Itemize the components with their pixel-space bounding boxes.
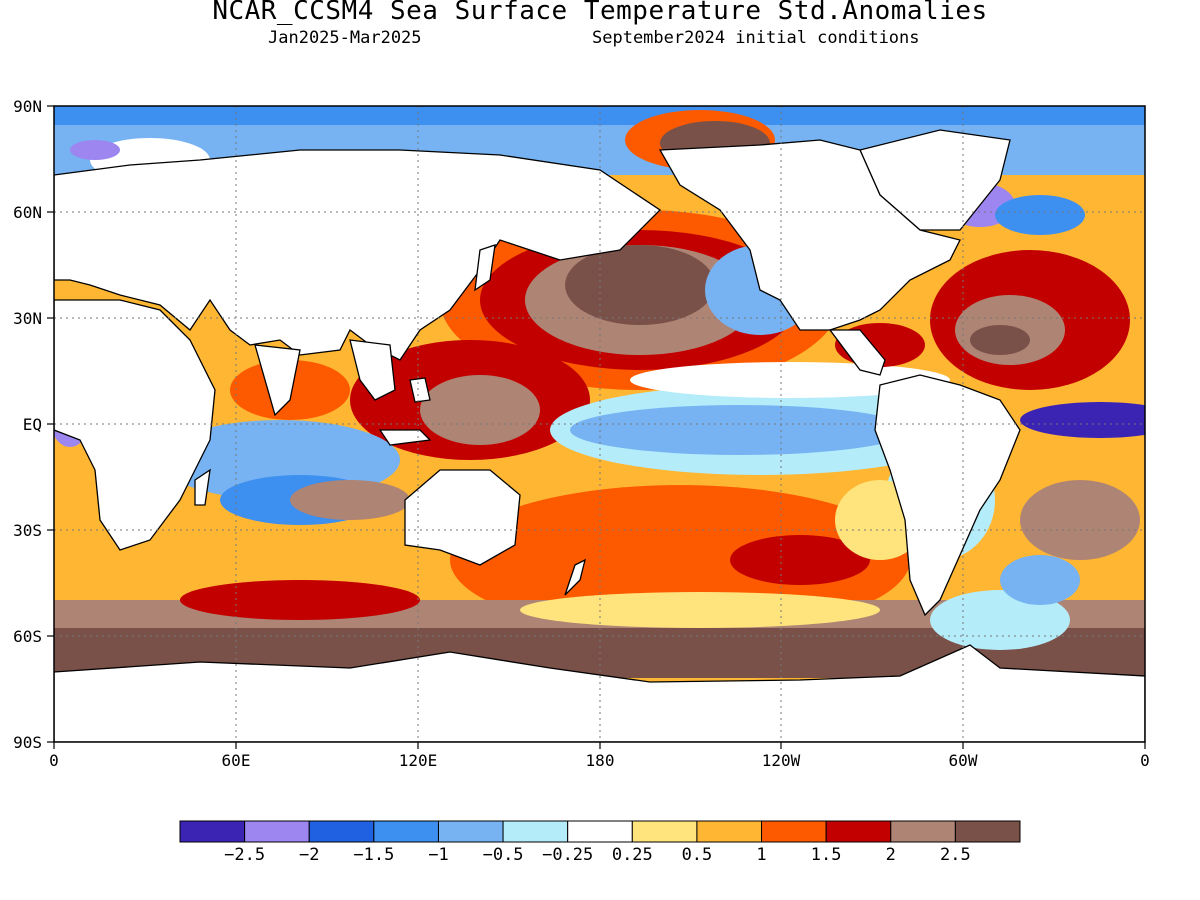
graticule (54, 106, 1145, 742)
colorbar-label: 0.25 (612, 845, 653, 865)
colorbar-swatch (437, 820, 504, 843)
lon-label: 120W (762, 751, 801, 770)
colorbar-swatch (567, 820, 633, 843)
lon-label: 0 (1140, 751, 1150, 770)
map-title: NCAR_CCSM4 Sea Surface Temperature Std.A… (212, 0, 988, 26)
colorbar-label: −1 (428, 845, 448, 865)
land-masses (54, 129, 1145, 742)
colorbar-swatch (954, 820, 1021, 843)
colorbar-label: −2.5 (224, 845, 265, 865)
lon-label: 60W (949, 751, 978, 770)
colorbar-swatch (308, 820, 375, 843)
colorbar-swatch (825, 820, 892, 843)
colorbar-label: 2.5 (940, 845, 971, 865)
colorbar-label: −0.5 (483, 845, 524, 865)
colorbar-label: −1.5 (353, 845, 394, 865)
lon-label: 60E (222, 751, 251, 770)
axis-ticks (47, 105, 1146, 749)
lat-label: 30N (13, 309, 42, 328)
initial-conditions: September2024 initial conditions (592, 28, 920, 48)
colorbar-swatch (696, 820, 763, 843)
colorbar-swatch (502, 820, 569, 843)
colorbar-swatch (244, 820, 310, 843)
forecast-period: Jan2025-Mar2025 (268, 28, 422, 48)
lat-label: 90N (13, 97, 42, 116)
lat-label: EQ (23, 415, 42, 434)
lat-label: 30S (13, 521, 42, 540)
colorbar-swatch (373, 820, 439, 843)
colorbar-label: −2 (299, 845, 319, 865)
lat-label: 60N (13, 203, 42, 222)
lon-label: 120E (399, 751, 438, 770)
colorbar-swatch (179, 820, 246, 843)
lon-label: 0 (49, 751, 59, 770)
colorbar-label: 1 (756, 845, 766, 865)
colorbar-label: 0.5 (682, 845, 713, 865)
anomaly-field (54, 106, 1145, 742)
colorbar-swatch (631, 820, 698, 843)
colorbar-swatch (761, 820, 827, 843)
lat-label: 90S (13, 733, 42, 752)
colorbar-swatch (890, 820, 956, 843)
colorbar-label: 2 (886, 845, 896, 865)
lon-label: 180 (586, 751, 615, 770)
colorbar-label: 1.5 (811, 845, 842, 865)
lat-label: 60S (13, 627, 42, 646)
colorbar-label: −0.25 (542, 845, 593, 865)
colorbar: −2.5 −2 −1.5 −1 −0.5 −0.25 0.25 0.5 1 1.5 2 2.5 (179, 820, 1021, 865)
